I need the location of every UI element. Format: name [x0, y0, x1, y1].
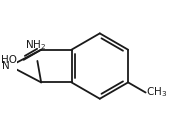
Text: NH$_2$: NH$_2$: [25, 39, 46, 52]
Text: CH$_3$: CH$_3$: [146, 86, 168, 99]
Text: N: N: [2, 61, 9, 71]
Text: HO: HO: [1, 55, 17, 65]
